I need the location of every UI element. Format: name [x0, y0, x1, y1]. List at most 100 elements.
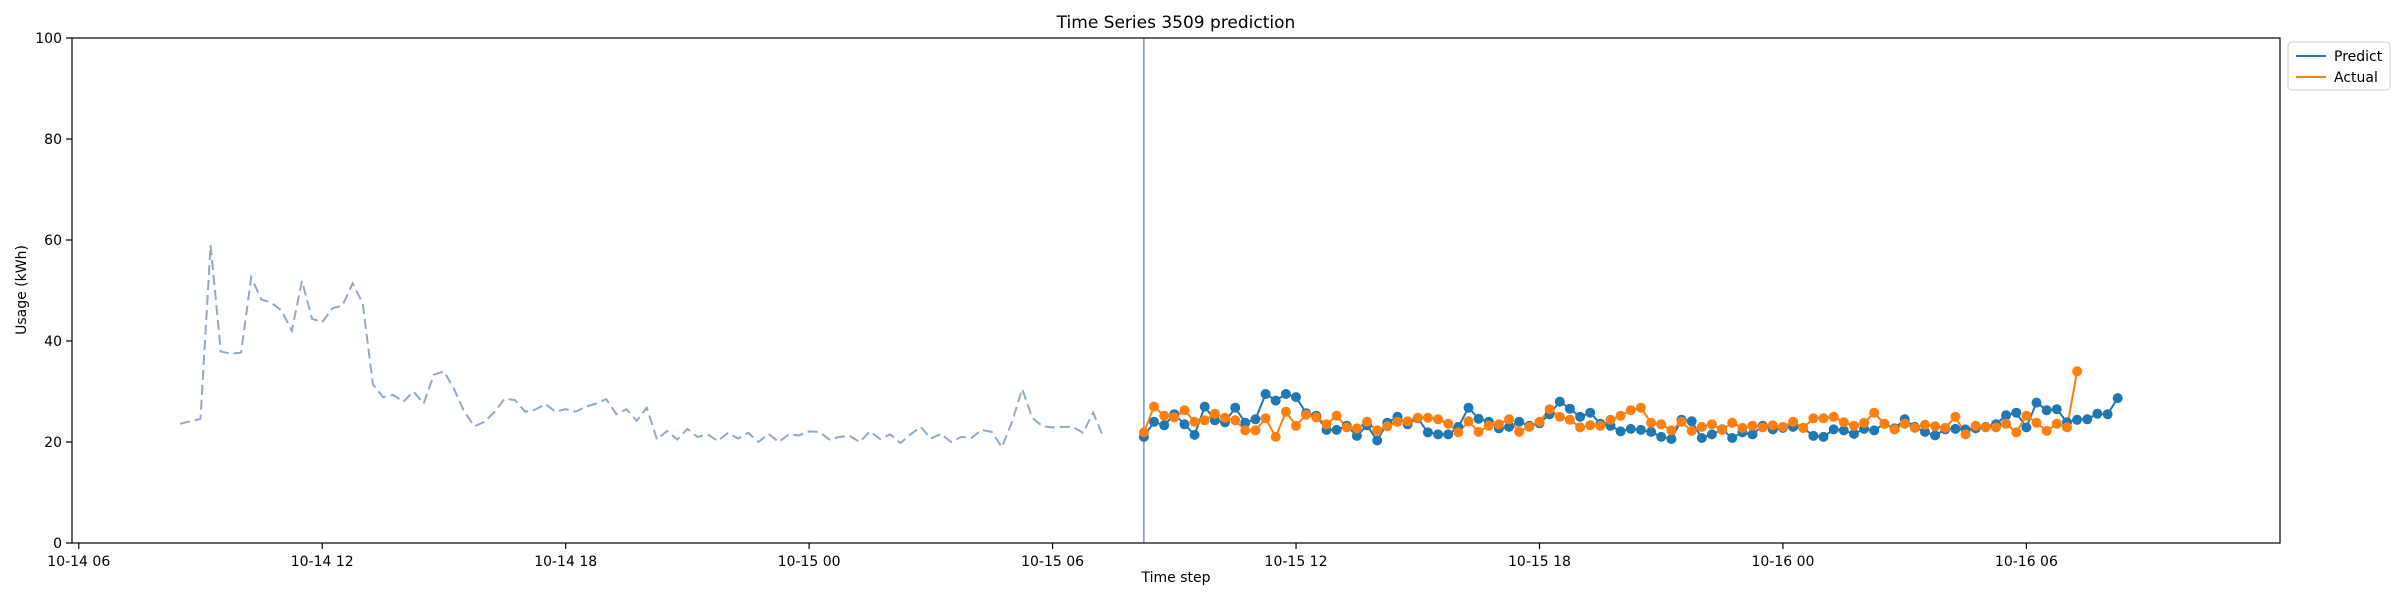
actual-point [1301, 409, 1312, 420]
x-tick-label: 10-15 12 [1265, 554, 1328, 570]
actual-point [1808, 413, 1819, 424]
actual-point [1189, 416, 1200, 427]
actual-point [1605, 414, 1616, 425]
predict-point [1869, 425, 1880, 436]
actual-point [1159, 410, 1170, 421]
actual-point [2031, 417, 2042, 428]
actual-point [1382, 421, 1393, 432]
y-axis: 0 20 40 60 80 100 [35, 31, 72, 552]
predict-point [1747, 429, 1758, 440]
y-tick-label: 80 [44, 132, 62, 148]
y-tick-label: 0 [53, 536, 62, 552]
actual-point [1849, 420, 1859, 431]
actual-point [1453, 427, 1464, 438]
predict-point [1696, 433, 1707, 443]
actual-point [1402, 416, 1413, 427]
predict-point [1808, 430, 1819, 441]
actual-point [1412, 412, 1423, 423]
chart-title: Time Series 3509 prediction [1056, 13, 1296, 33]
actual-point [1575, 422, 1586, 433]
actual-point [1220, 412, 1230, 423]
y-tick-label: 100 [35, 31, 62, 47]
predict-point [1280, 389, 1291, 399]
actual-point [1717, 424, 1728, 435]
actual-point [1889, 424, 1900, 435]
predict-point [2041, 405, 2052, 416]
actual-point [1230, 415, 1241, 426]
predict-point [1240, 417, 1251, 428]
actual-point [1534, 416, 1545, 427]
predict-series-points [1138, 389, 2123, 446]
actual-point [1169, 412, 1180, 423]
predict-point [1331, 424, 1342, 435]
actual-point [1899, 418, 1910, 429]
actual-point [1483, 420, 1494, 431]
actual-point [1149, 401, 1159, 412]
actual-point [1879, 418, 1890, 429]
actual-point [1625, 405, 1636, 416]
actual-point [1209, 408, 1220, 419]
actual-point [2062, 422, 2072, 433]
predict-point [1950, 423, 1961, 434]
actual-point [1757, 422, 1768, 433]
predict-point [1666, 434, 1677, 444]
actual-point [1859, 417, 1870, 428]
predict-point [1179, 419, 1190, 430]
predict-point [2112, 393, 2123, 404]
actual-point [1524, 421, 1535, 432]
predict-point [2021, 422, 2032, 433]
predict-point [1443, 429, 1454, 440]
actual-point [1179, 405, 1190, 416]
predict-point [1463, 402, 1474, 413]
actual-point [1433, 414, 1444, 425]
predict-point [1646, 426, 1657, 437]
actual-point [2072, 366, 2083, 377]
actual-point [1514, 426, 1525, 437]
predict-point [1149, 416, 1159, 427]
predict-point [1727, 433, 1738, 443]
actual-point [1970, 420, 1981, 431]
actual-point [1635, 402, 1646, 413]
legend: Predict Actual [2287, 41, 2391, 91]
actual-point [1686, 425, 1697, 436]
predict-point [1585, 407, 1596, 418]
actual-point [1199, 415, 1210, 426]
x-tick-label: 10-14 06 [47, 554, 110, 570]
actual-point [1473, 426, 1484, 437]
predict-point [1372, 435, 1383, 446]
actual-point [1270, 431, 1281, 442]
predict-point [2072, 414, 2083, 425]
predict-point [1564, 403, 1575, 414]
actual-point [2041, 425, 2052, 436]
actual-point [1138, 427, 1149, 438]
actual-point [1788, 416, 1799, 427]
predict-point [1818, 431, 1829, 442]
actual-point [1767, 420, 1778, 431]
actual-point [2011, 427, 2022, 438]
actual-point [1422, 412, 1433, 423]
actual-point [1291, 420, 1301, 431]
x-axis: 10-14 06 10-14 12 10-14 18 10-15 00 10-15 06… [47, 543, 2058, 570]
y-tick-label: 40 [44, 334, 62, 350]
predict-point [1189, 429, 1200, 440]
actual-point [1676, 416, 1687, 427]
predict-point [2082, 414, 2093, 425]
actual-point [1950, 411, 1961, 422]
predict-point [2011, 407, 2022, 418]
predict-point [1706, 429, 1717, 440]
predict-point [1291, 392, 1301, 403]
actual-point [1656, 419, 1667, 430]
actual-point [1443, 418, 1454, 429]
x-tick-label: 10-16 00 [1751, 554, 1814, 570]
predict-point [2031, 397, 2042, 408]
predict-point [2001, 410, 2012, 421]
actual-point [1372, 425, 1383, 436]
predict-point [1433, 429, 1444, 440]
predict-point [1260, 389, 1271, 399]
actual-point [1564, 414, 1575, 425]
actual-point [1960, 429, 1971, 440]
actual-point [1909, 422, 1920, 433]
predict-point [2051, 404, 2062, 415]
predict-point [1838, 425, 1849, 436]
actual-point [1818, 413, 1829, 424]
